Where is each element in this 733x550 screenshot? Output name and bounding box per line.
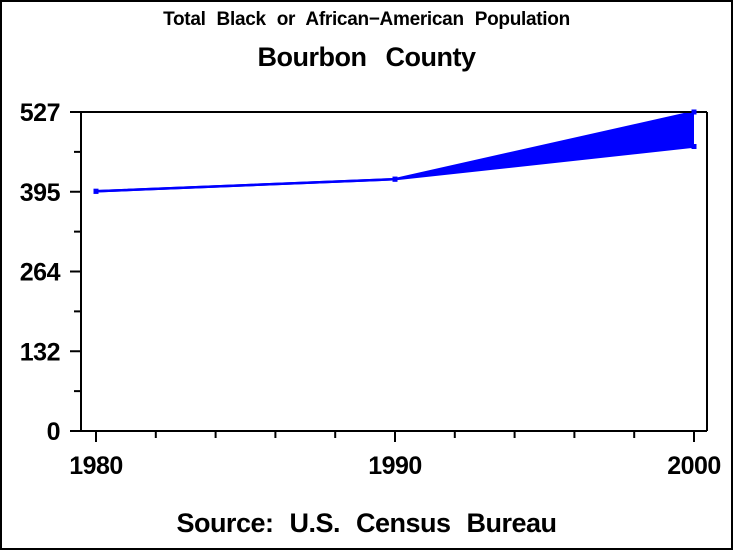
y-tick-label: 132 — [20, 338, 60, 366]
data-point-marker — [392, 176, 398, 182]
x-tick-label: 2000 — [667, 452, 721, 480]
data-point-marker — [691, 109, 697, 115]
y-tick-label: 395 — [20, 179, 61, 207]
x-tick-label: 1980 — [69, 452, 123, 480]
chart-title-line2: Bourbon County — [257, 42, 476, 72]
x-tick-label: 1990 — [368, 452, 422, 480]
chart-title-line1: Total Black or African−American Populati… — [163, 9, 570, 30]
chart-footnote: Source: U.S. Census Bureau — [176, 508, 557, 538]
y-tick-label: 527 — [20, 99, 60, 127]
y-tick-label: 264 — [20, 259, 61, 287]
y-tick-label: 0 — [47, 418, 60, 446]
band-fill — [96, 112, 694, 192]
data-point-marker — [93, 188, 99, 194]
data-point-marker — [691, 144, 697, 150]
